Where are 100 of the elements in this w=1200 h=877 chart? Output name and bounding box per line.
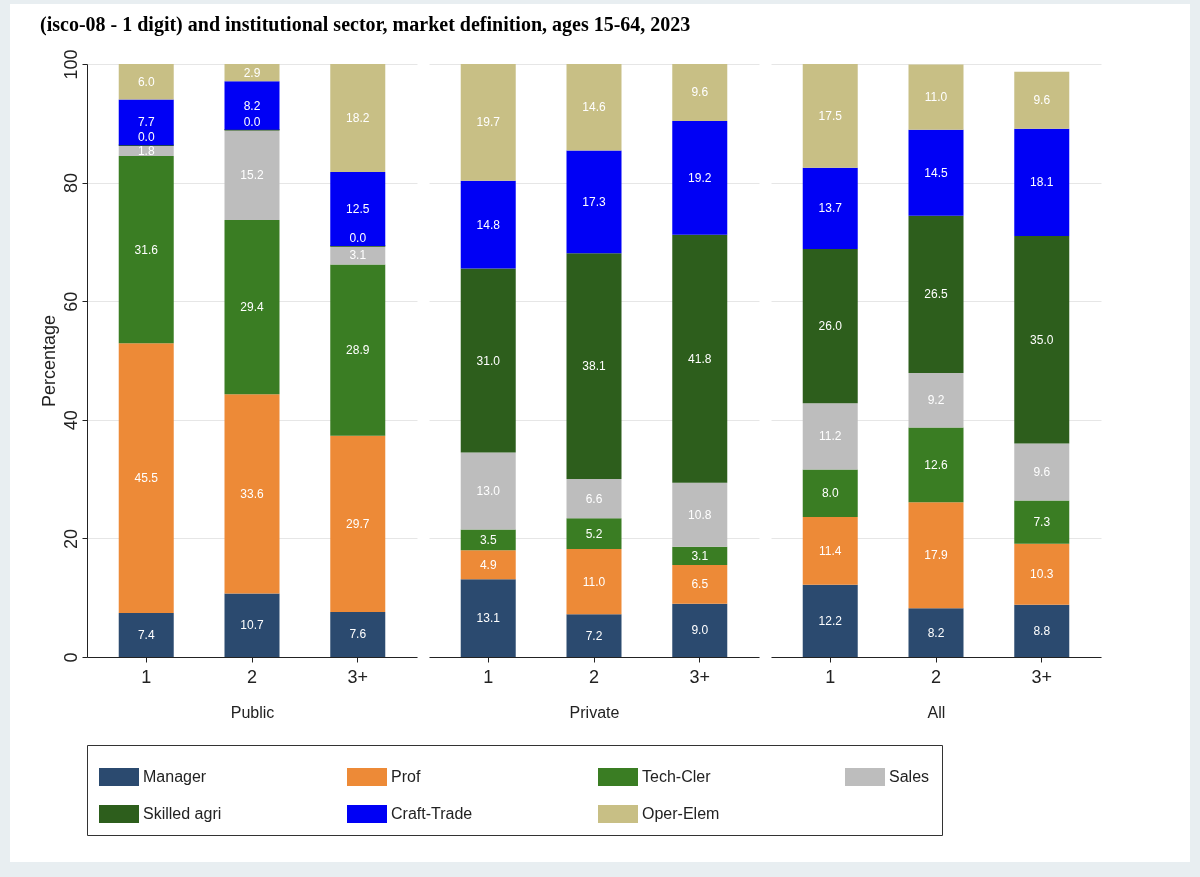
bar — [672, 64, 728, 121]
data-label: 6.6 — [585, 491, 603, 506]
bar — [802, 584, 858, 657]
bar — [330, 64, 386, 172]
data-label: 26.5 — [924, 287, 948, 302]
y-axis-title: Percentage — [38, 314, 59, 408]
bar — [460, 180, 516, 269]
bar — [908, 64, 964, 130]
x-axis-title: Public — [230, 703, 275, 721]
y-tick-label: 40 — [60, 410, 81, 431]
data-label: 14.5 — [924, 165, 948, 180]
data-label: 35.0 — [1030, 332, 1054, 347]
x-tick-label: 1 — [825, 666, 836, 687]
data-label: 31.0 — [476, 353, 501, 368]
bar — [330, 171, 386, 247]
bar — [802, 167, 858, 250]
data-label: 38.1 — [582, 359, 606, 374]
bar — [802, 249, 858, 404]
bar — [330, 611, 386, 657]
data-label: 9.6 — [1033, 464, 1051, 479]
bar — [224, 64, 280, 82]
bar — [908, 427, 964, 503]
data-label: 8.8 — [1033, 623, 1051, 638]
data-label: 12.2 — [818, 613, 843, 628]
legend-label: Craft-Trade — [391, 805, 473, 822]
legend-label: Skilled agri — [143, 805, 222, 822]
bar — [672, 546, 728, 566]
bar — [908, 129, 964, 216]
bar — [672, 565, 728, 604]
bar — [566, 518, 622, 550]
x-tick-label: 3+ — [347, 666, 369, 687]
bar — [460, 550, 516, 580]
bar — [1014, 443, 1070, 501]
bar — [802, 64, 858, 168]
data-label: 28.9 — [346, 343, 370, 358]
bar — [672, 234, 728, 483]
bar — [224, 593, 280, 657]
bar — [224, 394, 280, 594]
data-label: 7.7 — [137, 115, 155, 130]
data-label: 9.6 — [691, 85, 709, 100]
data-label: 9.6 — [1033, 93, 1051, 108]
data-label: 10.3 — [1030, 567, 1054, 582]
data-label: 12.5 — [346, 201, 370, 216]
data-label: 31.6 — [134, 242, 159, 257]
bar — [1014, 604, 1070, 657]
bar — [566, 150, 622, 254]
data-label: 7.4 — [137, 628, 155, 643]
data-label: 17.3 — [582, 194, 606, 209]
data-label: 10.7 — [240, 618, 264, 633]
data-label: 14.8 — [476, 217, 501, 232]
data-label: 11.2 — [819, 429, 842, 444]
data-label: 9.0 — [691, 623, 709, 638]
y-tick-label: 60 — [60, 291, 81, 312]
legend-label: Prof — [391, 768, 421, 785]
data-label: 8.0 — [821, 486, 839, 501]
bar — [118, 64, 174, 100]
bar — [672, 120, 728, 235]
x-axis-title: All — [927, 703, 946, 721]
x-tick-label: 1 — [483, 666, 494, 687]
legend-label: Tech-Cler — [642, 768, 712, 785]
data-label: 13.1 — [476, 611, 501, 626]
x-tick-label: 1 — [141, 666, 152, 687]
bar — [118, 343, 174, 614]
bar — [672, 603, 728, 657]
bar — [908, 215, 964, 373]
data-label: 15.2 — [240, 167, 264, 182]
data-label: 3.5 — [479, 532, 497, 547]
bar — [1014, 235, 1070, 444]
data-label: 33.6 — [240, 486, 264, 501]
data-label: 3.1 — [349, 248, 367, 263]
data-label: 3.1 — [691, 548, 709, 563]
data-label: 18.2 — [346, 110, 370, 125]
bar — [1014, 71, 1070, 129]
bar — [460, 64, 516, 181]
bar — [224, 81, 280, 130]
bar — [908, 502, 964, 609]
data-label: 29.7 — [346, 516, 370, 531]
data-label: 13.7 — [818, 201, 843, 216]
legend-label: Oper-Elem — [642, 805, 720, 822]
bar — [460, 268, 516, 453]
data-label: 12.6 — [924, 457, 948, 472]
bar — [908, 372, 964, 428]
bar — [460, 579, 516, 657]
data-label: 13.0 — [476, 483, 501, 498]
bar — [1014, 543, 1070, 605]
x-axis-title: Private — [569, 703, 620, 721]
data-label: 7.6 — [349, 627, 367, 642]
data-label: 7.2 — [585, 628, 603, 643]
data-label: 5.2 — [585, 526, 603, 541]
bar — [566, 253, 622, 480]
data-label: 45.5 — [134, 471, 159, 486]
data-label: 8.2 — [927, 625, 945, 640]
data-label: 10.8 — [688, 507, 712, 522]
data-label: 6.0 — [137, 74, 155, 89]
bar — [908, 608, 964, 657]
data-label: 0.0 — [137, 130, 155, 145]
y-tick-label: 20 — [60, 528, 81, 549]
y-tick-label: 80 — [60, 173, 81, 194]
bar — [460, 452, 516, 530]
bar — [566, 64, 622, 151]
